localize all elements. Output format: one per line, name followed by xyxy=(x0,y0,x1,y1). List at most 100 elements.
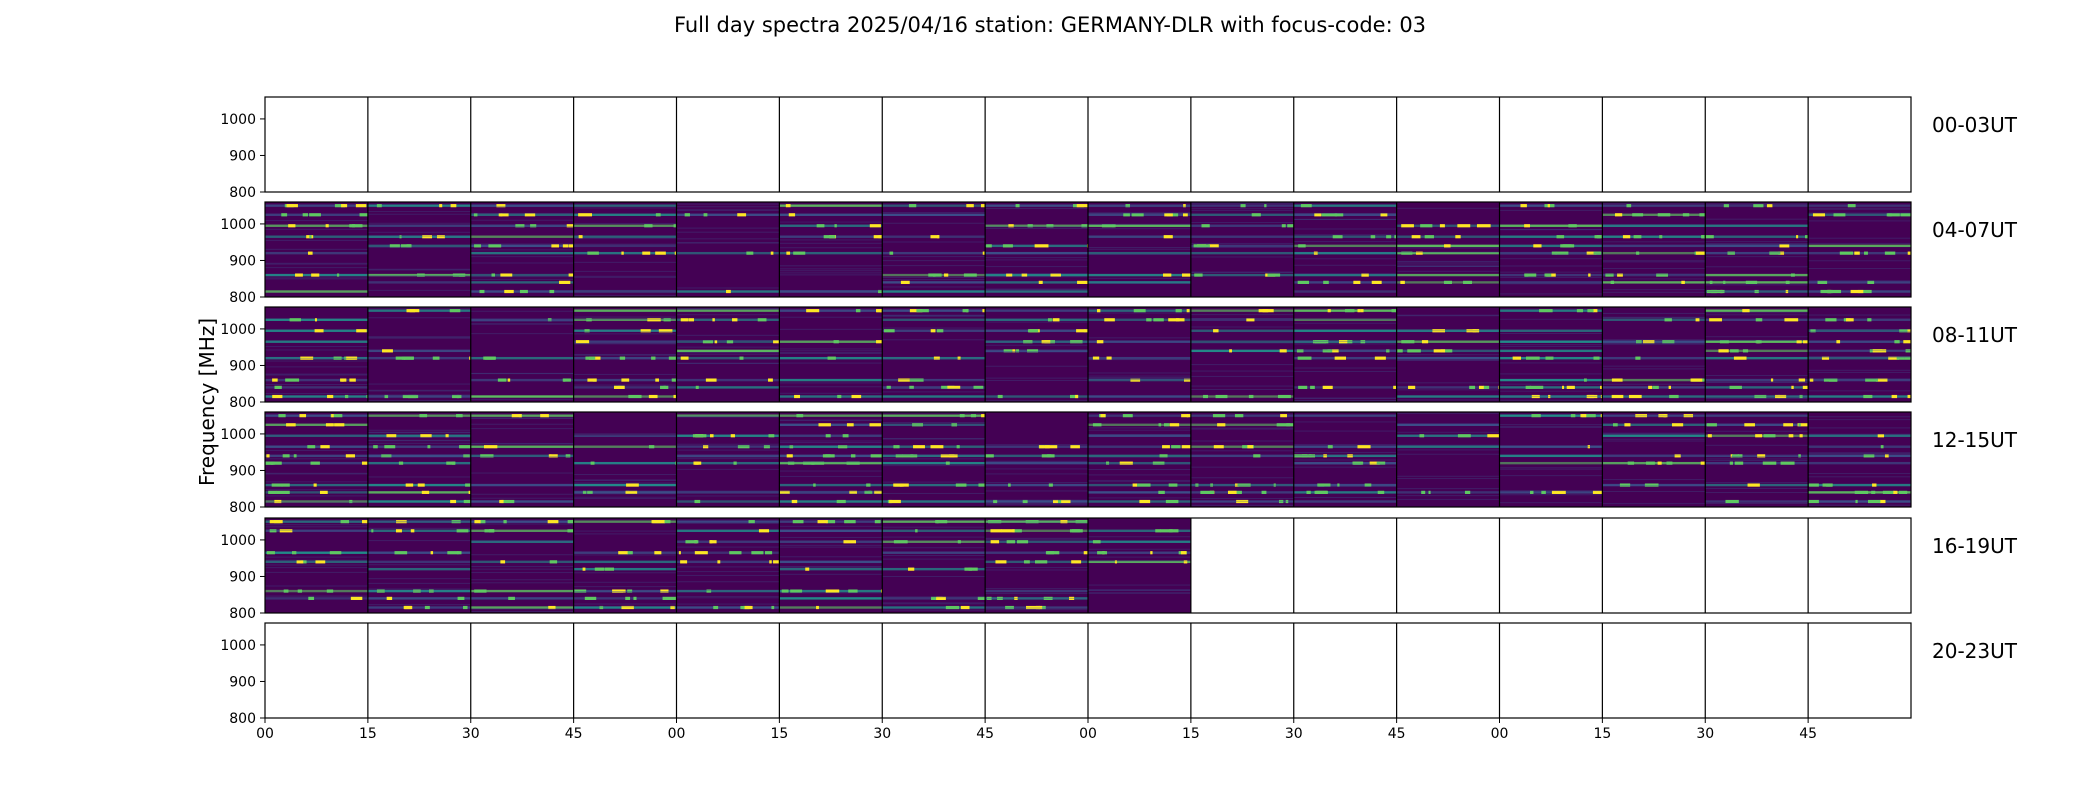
signal-speckle xyxy=(655,251,666,255)
signal-speckle xyxy=(1826,483,1833,487)
noise-line xyxy=(1499,373,1603,375)
signal-speckle xyxy=(1181,273,1195,277)
noise-line xyxy=(367,439,471,441)
signal-speckle xyxy=(790,589,803,593)
signal-speckle xyxy=(1808,499,1819,504)
signal-speckle xyxy=(274,385,282,389)
frequency-band xyxy=(1499,414,1603,417)
signal-speckle xyxy=(1433,349,1446,353)
noise-line xyxy=(1190,221,1294,223)
signal-speckle xyxy=(562,244,569,248)
signal-speckle xyxy=(1882,490,1895,494)
noise-line xyxy=(985,569,1088,571)
signal-speckle xyxy=(584,596,597,600)
frequency-band xyxy=(265,204,368,207)
noise-line xyxy=(1396,449,1500,451)
frequency-band xyxy=(779,540,883,543)
noise-line xyxy=(1808,416,1911,418)
frequency-band xyxy=(985,204,1088,207)
signal-speckle xyxy=(1636,340,1642,344)
noise-line xyxy=(882,256,986,258)
signal-speckle xyxy=(868,490,871,494)
noise-line xyxy=(1088,378,1191,380)
frequency-band xyxy=(1602,204,1706,207)
signal-speckle xyxy=(662,596,677,600)
signal-speckle xyxy=(1069,394,1079,399)
noise-line xyxy=(1088,481,1191,483)
signal-speckle xyxy=(977,596,989,600)
frequency-band xyxy=(985,461,1088,465)
frequency-band xyxy=(1293,454,1397,458)
frequency-band xyxy=(573,445,677,448)
signal-speckle xyxy=(909,309,923,313)
signal-speckle xyxy=(282,454,290,458)
noise-line xyxy=(367,269,471,271)
signal-speckle xyxy=(1796,235,1799,239)
signal-speckle xyxy=(389,244,400,248)
signal-speckle xyxy=(817,520,828,524)
noise-line xyxy=(1396,412,1500,414)
noise-line xyxy=(1293,370,1397,372)
signal-speckle xyxy=(1617,273,1623,277)
signal-speckle xyxy=(1386,349,1390,353)
noise-line xyxy=(367,268,471,270)
signal-speckle xyxy=(1796,340,1802,344)
signal-speckle xyxy=(274,499,282,504)
y-tick-label: 900 xyxy=(229,674,256,690)
frequency-band xyxy=(367,606,471,609)
noise-line xyxy=(470,212,574,214)
signal-speckle xyxy=(382,349,393,353)
noise-line xyxy=(779,382,883,384)
signal-speckle xyxy=(944,273,949,277)
noise-line xyxy=(1808,427,1911,429)
frequency-band xyxy=(573,235,677,238)
frequency-band xyxy=(265,454,368,458)
signal-speckle xyxy=(336,273,340,277)
x-axis: 00 15 30 45 00 15 30 45 00 15 30 45 00 15 30 45 xyxy=(256,718,1817,742)
noise-line xyxy=(676,581,780,583)
noise-line xyxy=(1705,312,1809,314)
signal-speckle xyxy=(1297,280,1310,284)
signal-speckle xyxy=(499,499,504,504)
frequency-band xyxy=(573,204,677,207)
signal-speckle xyxy=(420,434,432,438)
signal-speckle xyxy=(427,445,431,449)
signal-speckle xyxy=(655,378,659,382)
signal-speckle xyxy=(678,551,681,555)
signal-speckle xyxy=(671,378,678,382)
signal-speckle xyxy=(1027,224,1033,228)
frequency-band xyxy=(1293,281,1397,284)
frequency-band xyxy=(985,251,1088,255)
signal-speckle xyxy=(633,596,637,600)
signal-speckle xyxy=(1041,454,1052,458)
signal-speckle xyxy=(717,560,721,564)
signal-speckle xyxy=(1297,356,1312,360)
signal-speckle xyxy=(285,378,300,382)
signal-speckle xyxy=(349,499,353,504)
noise-line xyxy=(1088,427,1191,429)
noise-line xyxy=(1808,242,1911,244)
signal-speckle xyxy=(1635,356,1641,360)
signal-speckle xyxy=(361,520,371,524)
noise-line xyxy=(470,417,574,419)
noise-line xyxy=(1396,399,1500,401)
signal-speckle xyxy=(1264,204,1267,208)
noise-line xyxy=(470,373,574,375)
signal-speckle xyxy=(990,540,1000,544)
signal-speckle xyxy=(313,483,317,487)
noise-line xyxy=(367,454,471,456)
noise-line xyxy=(573,333,677,335)
signal-speckle xyxy=(1052,499,1058,504)
signal-speckle xyxy=(826,520,836,524)
spectrum-segment xyxy=(573,202,677,297)
signal-speckle xyxy=(803,461,815,465)
signal-speckle xyxy=(1905,349,1911,353)
signal-speckle xyxy=(1251,213,1261,217)
frequency-band xyxy=(1293,290,1397,293)
noise-line xyxy=(470,443,574,445)
noise-line xyxy=(1088,589,1191,591)
signal-speckle xyxy=(664,520,671,524)
signal-speckle xyxy=(811,461,825,465)
